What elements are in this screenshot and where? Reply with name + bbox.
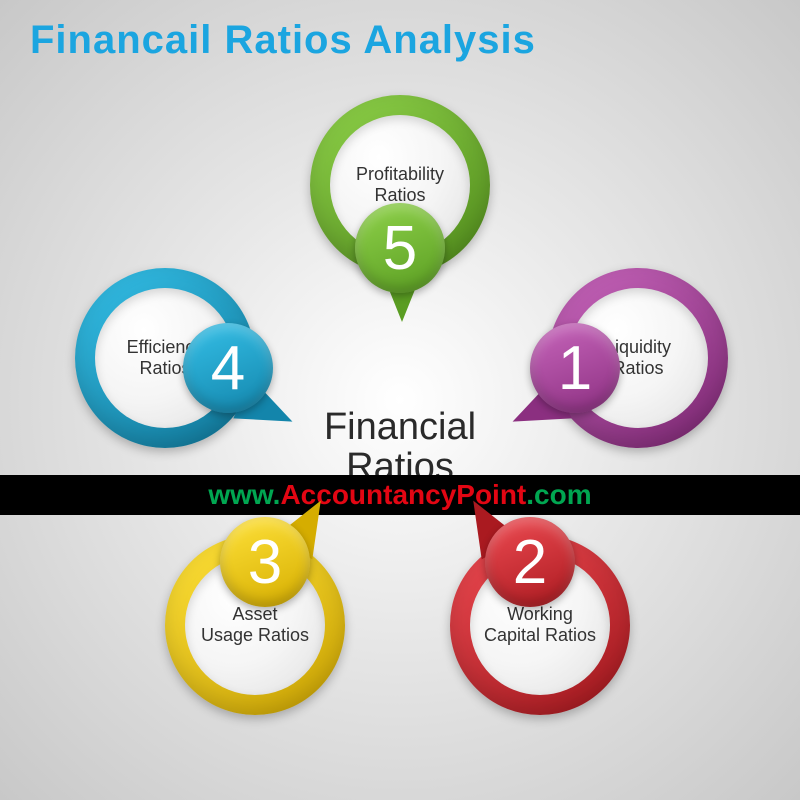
b1-label-2: Ratios xyxy=(612,358,663,379)
b5-label-1: Profitability xyxy=(356,164,444,185)
badge-2: 2 xyxy=(485,517,575,607)
b3-label-2: Usage Ratios xyxy=(201,625,309,646)
num-5: 5 xyxy=(383,213,417,284)
badge-4: 4 xyxy=(183,323,273,413)
bubble-profitability: Profitability Ratios 5 xyxy=(310,95,490,275)
center-label-line1: Financial xyxy=(324,406,476,448)
num-3: 3 xyxy=(248,527,282,598)
b3-label-1: Asset xyxy=(232,604,277,625)
url-www: www. xyxy=(208,479,280,511)
bubble-working-capital: Working Capital Ratios 2 xyxy=(450,535,630,715)
b2-label-2: Capital Ratios xyxy=(484,625,596,646)
url-com: .com xyxy=(526,479,591,511)
num-1: 1 xyxy=(558,333,592,404)
badge-5: 5 xyxy=(355,203,445,293)
num-2: 2 xyxy=(513,527,547,598)
page-title: Financail Ratios Analysis xyxy=(30,18,536,63)
bubble-efficiency: Efficiency Ratios 4 xyxy=(75,268,255,448)
bubble-asset-usage: Asset Usage Ratios 3 xyxy=(165,535,345,715)
b2-label-1: Working xyxy=(507,604,573,625)
url-bar: www.AccountancyPoint.com xyxy=(0,475,800,515)
badge-3: 3 xyxy=(220,517,310,607)
badge-1: 1 xyxy=(530,323,620,413)
bubble-liquidity: Liquidity Ratios 1 xyxy=(548,268,728,448)
num-4: 4 xyxy=(211,333,245,404)
